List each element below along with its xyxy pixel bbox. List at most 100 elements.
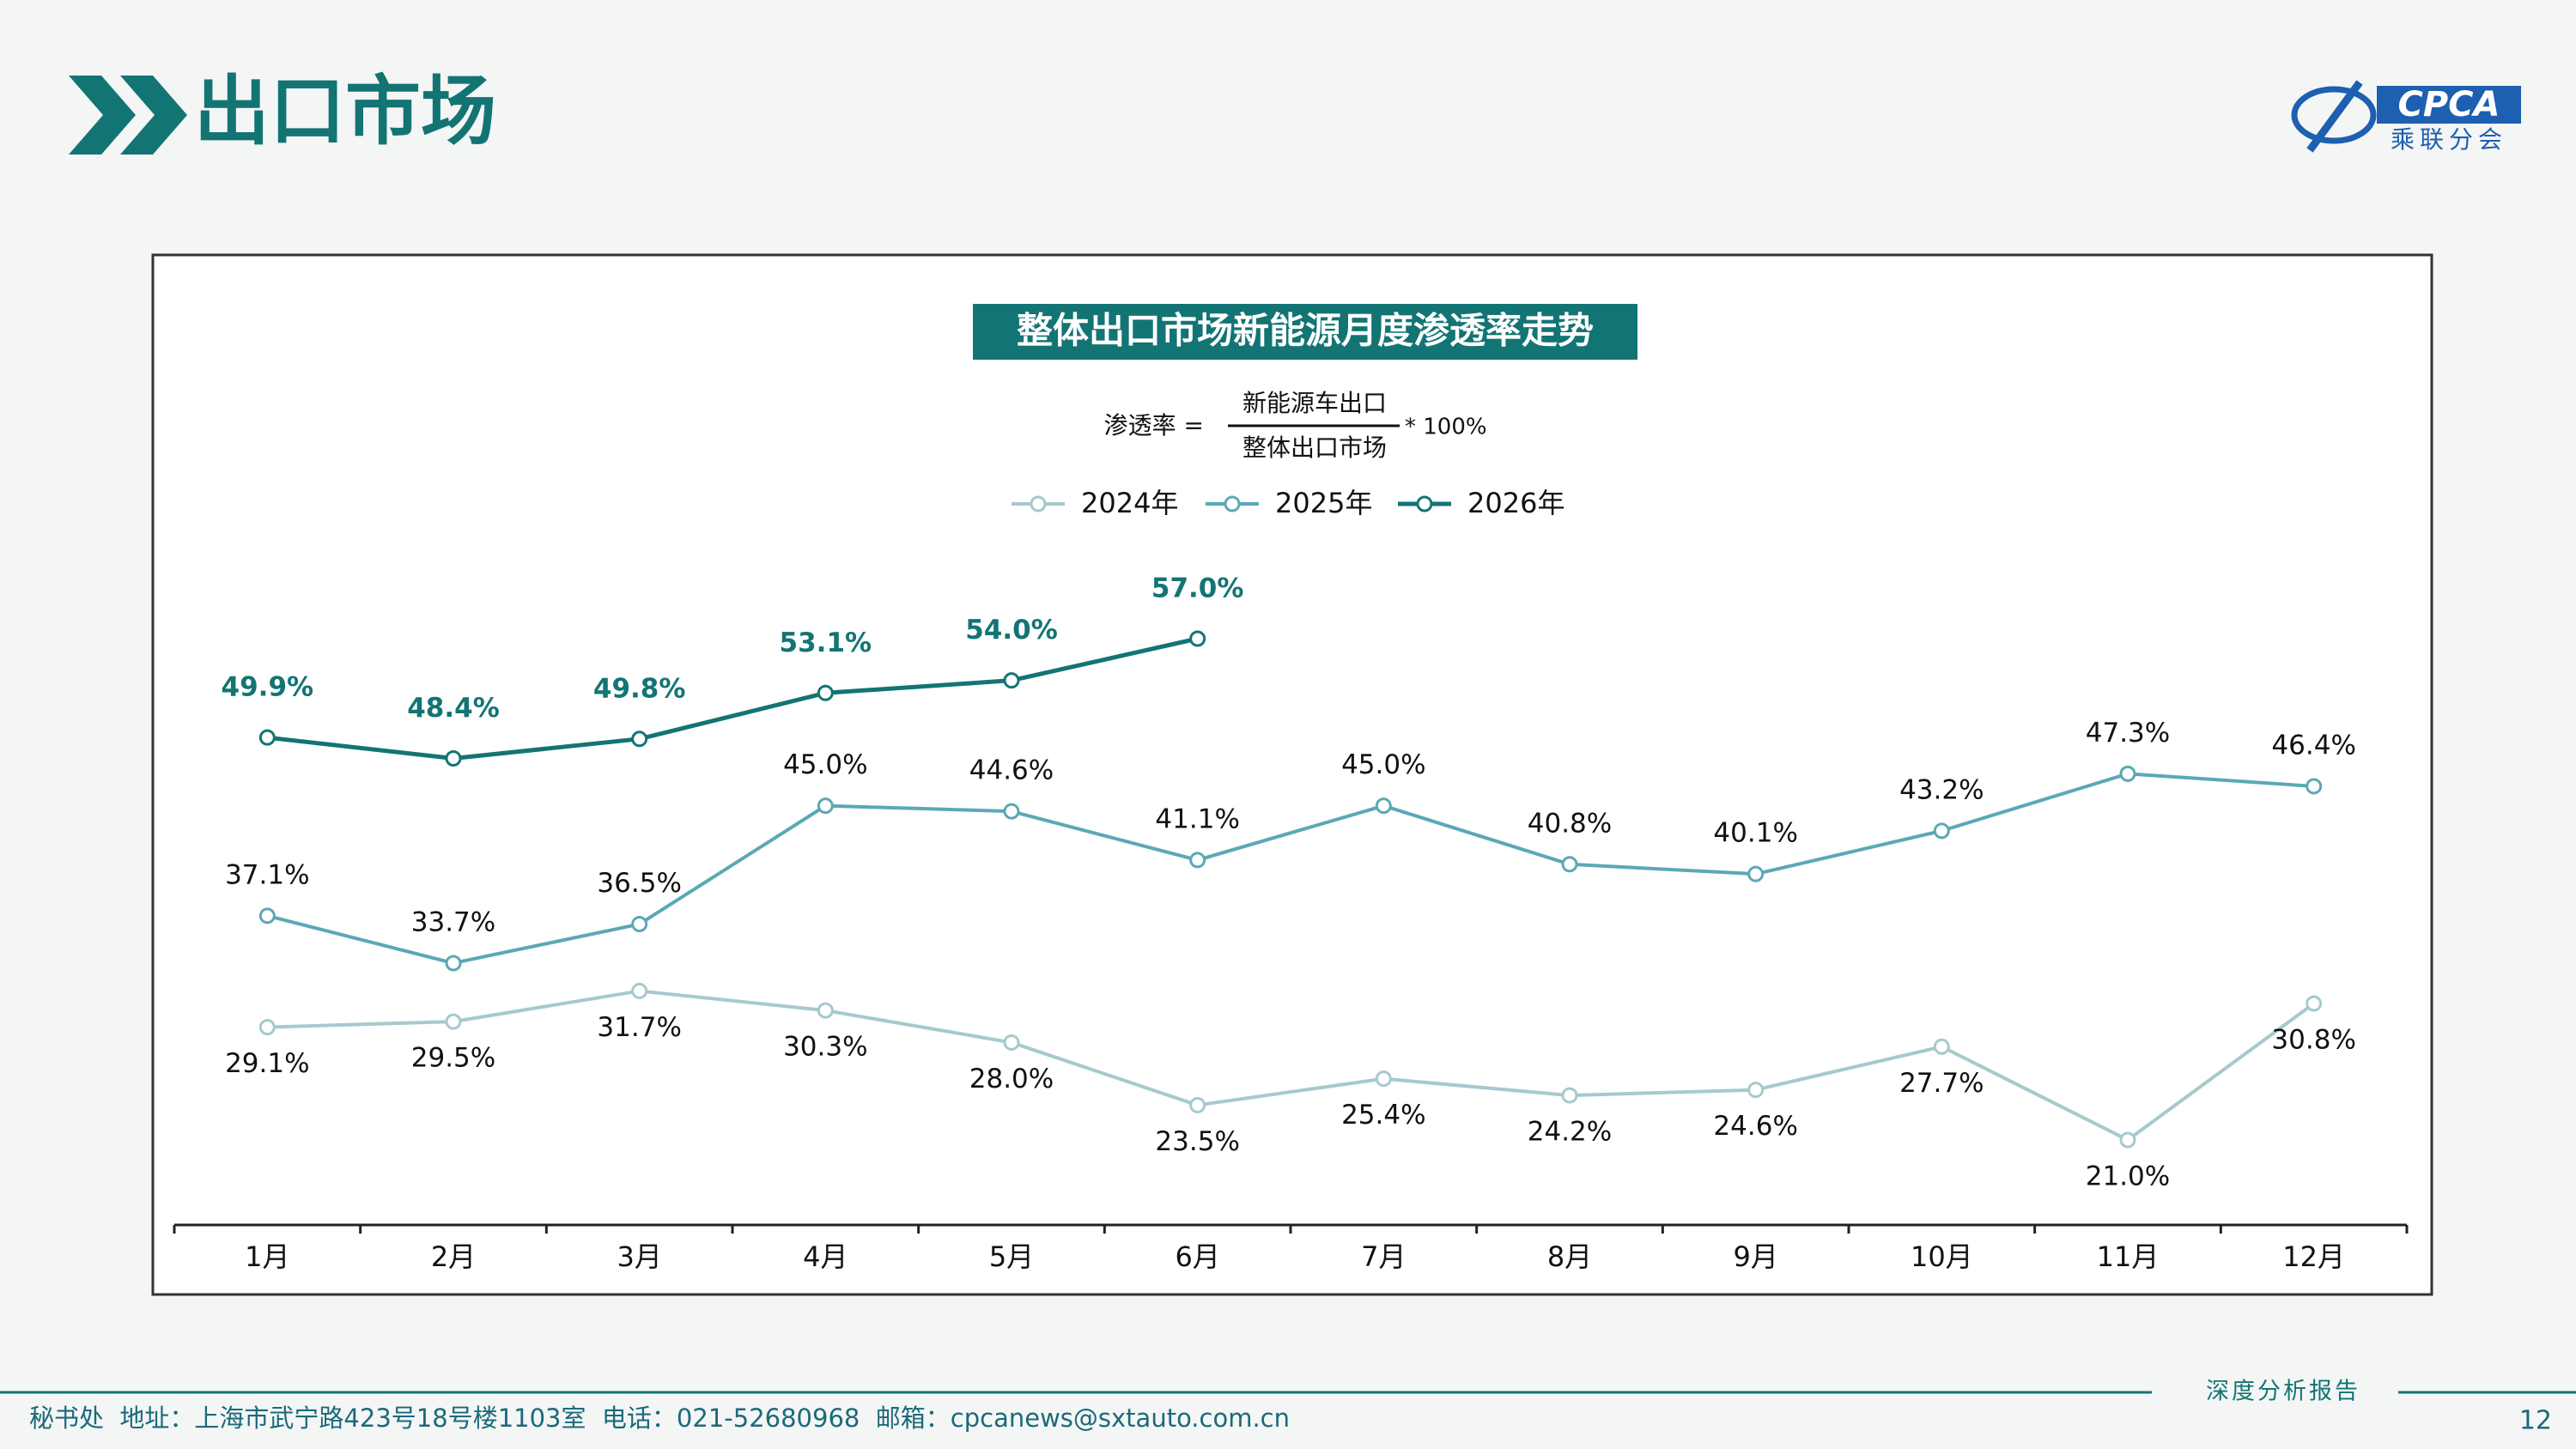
- legend-label: 2026年: [1467, 487, 1564, 519]
- data-point: [1375, 797, 1392, 815]
- legend-marker: [1030, 495, 1047, 512]
- data-label: 23.5%: [1155, 1126, 1239, 1157]
- data-point: [1189, 1096, 1206, 1113]
- data-label: 28.0%: [969, 1064, 1054, 1094]
- footer: 深度分析报告 秘书处 地址：上海市武宁路423号18号楼1103室 电话：021…: [0, 1379, 2576, 1436]
- legend-marker: [1224, 495, 1241, 512]
- data-point: [1933, 822, 1950, 840]
- legend-label: 2024年: [1081, 487, 1178, 519]
- x-tick-label: 6月: [1175, 1240, 1219, 1273]
- data-label: 53.1%: [780, 627, 872, 658]
- data-label: 37.1%: [225, 859, 309, 890]
- chart-frame: [151, 253, 2433, 1296]
- data-point: [1747, 1082, 1765, 1099]
- x-tick-label: 5月: [989, 1240, 1034, 1273]
- data-point: [817, 1002, 834, 1019]
- data-point: [445, 750, 462, 767]
- report-label: 深度分析报告: [2206, 1379, 2360, 1405]
- page-number: 12: [2519, 1406, 2552, 1436]
- data-label: 40.8%: [1528, 808, 1612, 839]
- data-point: [258, 729, 276, 746]
- data-label: 33.7%: [411, 906, 495, 937]
- series-line: [267, 636, 1199, 761]
- data-point: [1561, 856, 1578, 873]
- data-label: 57.0%: [1151, 573, 1244, 604]
- logo-box: [2377, 86, 2521, 124]
- x-tick-label: 4月: [803, 1240, 848, 1273]
- logo: CPCA 乘联分会: [2291, 80, 2521, 154]
- logo-subtitle: 乘联分会: [2391, 125, 2507, 154]
- data-point: [1003, 1034, 1020, 1051]
- series-line: [266, 772, 2314, 965]
- chart-title: 整体出口市场新能源月度渗透率走势: [1017, 310, 1594, 352]
- x-tick-label: 11月: [2097, 1240, 2160, 1273]
- data-point: [2119, 765, 2136, 782]
- plot: 1月 2月 3月 4月 5月 6月 7月 8月 9月 10月 11月 12月 2024年 2025年 202…: [173, 487, 2409, 1273]
- x-tick-label: 8月: [1547, 1240, 1592, 1273]
- x-tick-label: 10月: [1911, 1240, 1973, 1273]
- logo-text: CPCA: [2398, 85, 2500, 124]
- data-point: [445, 955, 462, 972]
- data-label: 45.0%: [783, 749, 867, 780]
- data-label: 41.1%: [1155, 803, 1239, 834]
- data-point: [2306, 995, 2323, 1012]
- data-point: [1933, 1038, 1950, 1055]
- data-point: [631, 731, 648, 748]
- data-label: 48.4%: [407, 693, 500, 724]
- data-label: 49.9%: [222, 672, 314, 703]
- data-point: [2119, 1131, 2136, 1149]
- logo-globe: [2291, 86, 2377, 144]
- data-point: [1189, 630, 1206, 647]
- x-tick-label: 1月: [245, 1240, 289, 1273]
- chevron: [120, 76, 187, 155]
- formula-left: 渗透率 =: [1104, 411, 1204, 440]
- formula-right: * 100%: [1405, 415, 1487, 440]
- formula-numerator: 新能源车出口: [1242, 389, 1387, 417]
- data-label: 40.1%: [1713, 818, 1797, 849]
- data-label: 46.4%: [2271, 730, 2355, 761]
- logo-stroke: [2306, 80, 2363, 153]
- x-tick-label: 7月: [1361, 1240, 1406, 1273]
- data-point: [631, 916, 648, 933]
- data-label: 44.6%: [969, 755, 1054, 786]
- data-point: [445, 1013, 462, 1030]
- data-point: [817, 684, 834, 701]
- data-label: 21.0%: [2086, 1161, 2170, 1192]
- x-tick-label: 3月: [617, 1240, 661, 1273]
- data-label: 24.6%: [1713, 1111, 1797, 1142]
- series-line: [267, 989, 2315, 1142]
- x-tick-label: 2月: [431, 1240, 476, 1273]
- data-label: 27.7%: [1899, 1068, 1984, 1099]
- data-point: [817, 797, 834, 815]
- data-label: 30.8%: [2271, 1025, 2355, 1056]
- data-point: [1003, 672, 1020, 689]
- data-point: [258, 907, 276, 925]
- header: 出口市场 CPCA 乘联分会: [69, 67, 2521, 155]
- page-title: 出口市场: [194, 67, 496, 155]
- footer-address: 秘书处 地址：上海市武宁路423号18号楼1103室 电话：021-526809…: [29, 1404, 1290, 1433]
- legend-marker: [1416, 495, 1433, 512]
- data-point: [2306, 778, 2323, 795]
- data-label: 54.0%: [965, 615, 1058, 646]
- data-point: [1375, 1070, 1392, 1088]
- data-label: 47.3%: [2086, 718, 2170, 749]
- data-point: [1561, 1087, 1578, 1104]
- data-label: 29.1%: [225, 1048, 309, 1079]
- x-tick-label: 12月: [2282, 1240, 2345, 1273]
- x-tick-label: 9月: [1733, 1240, 1777, 1273]
- chevron: [69, 76, 136, 155]
- data-point: [258, 1019, 276, 1036]
- data-label: 45.0%: [1341, 749, 1425, 780]
- data-point: [1189, 852, 1206, 869]
- data-point: [1003, 803, 1020, 820]
- data-label: 31.7%: [597, 1012, 681, 1043]
- data-label: 29.5%: [411, 1043, 495, 1074]
- data-label: 30.3%: [783, 1032, 867, 1063]
- data-label: 24.2%: [1528, 1117, 1612, 1148]
- data-label: 36.5%: [597, 868, 681, 899]
- data-label: 43.2%: [1899, 774, 1984, 805]
- data-point: [631, 982, 648, 999]
- data-point: [1747, 865, 1765, 882]
